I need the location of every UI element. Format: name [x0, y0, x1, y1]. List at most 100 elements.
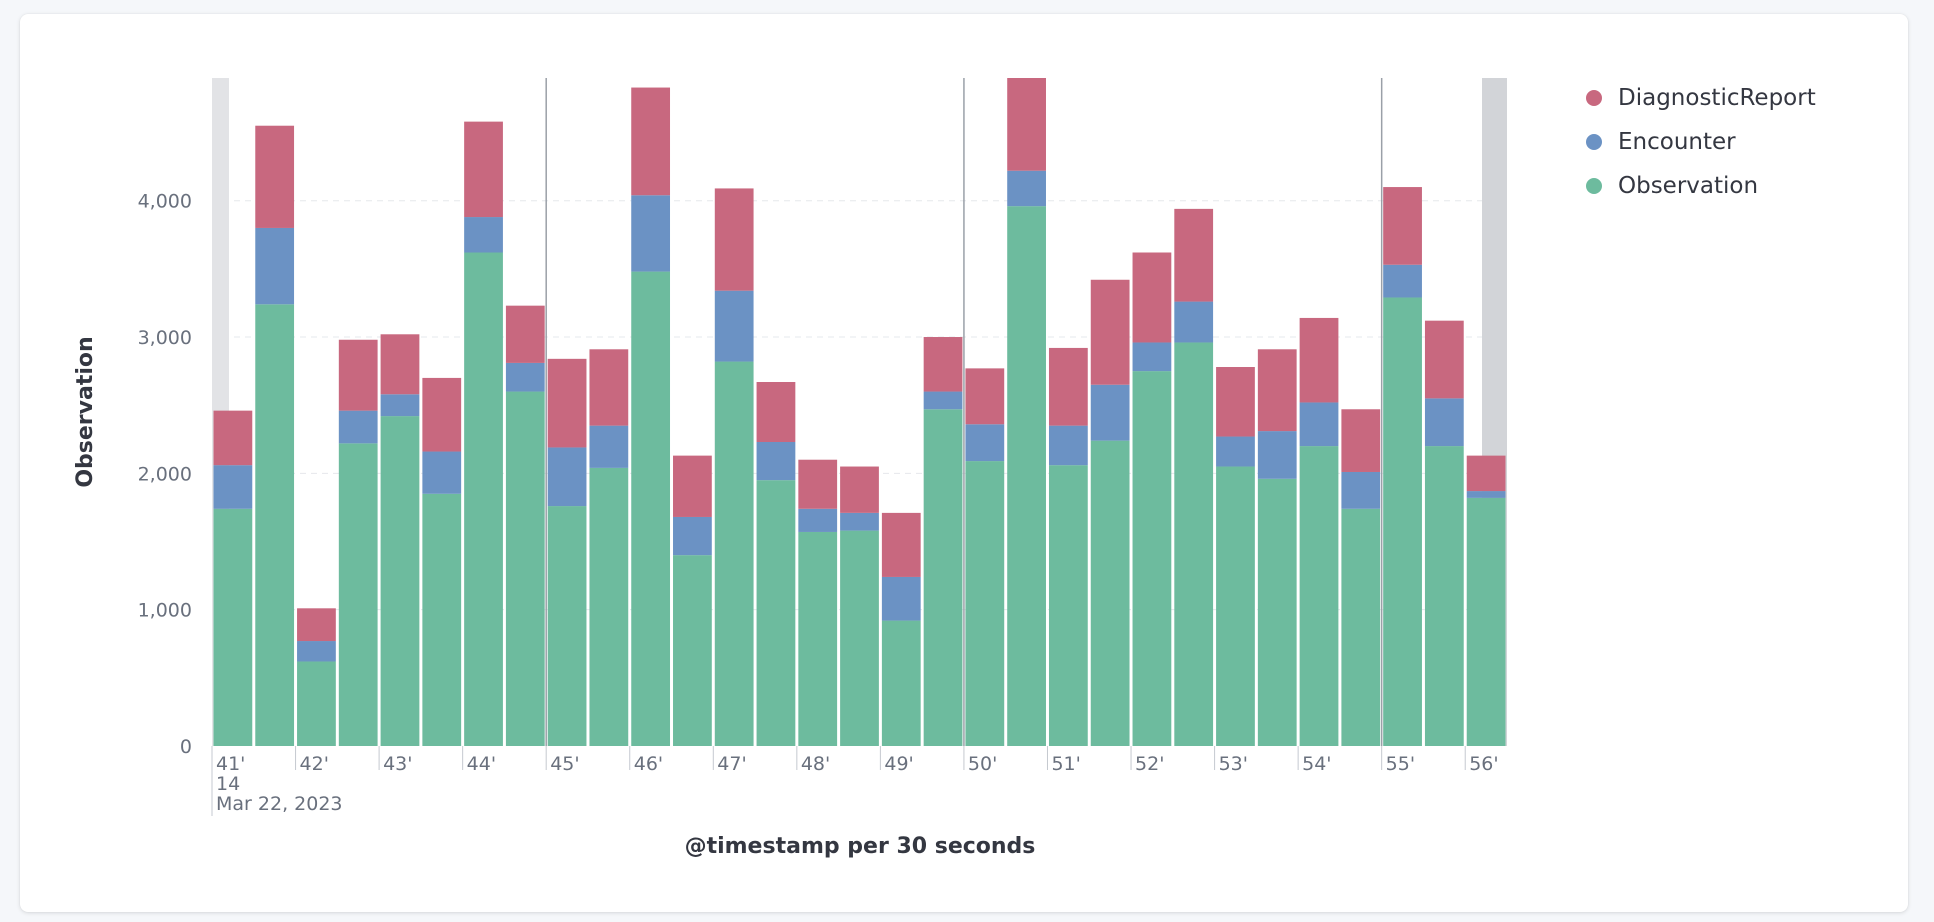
- bar-diagnosticreport[interactable]: [673, 456, 712, 517]
- bar-encounter[interactable]: [1007, 171, 1046, 206]
- bar-diagnosticreport[interactable]: [255, 126, 294, 228]
- bar-diagnosticreport[interactable]: [339, 340, 378, 411]
- bar-encounter[interactable]: [924, 392, 963, 410]
- bar-encounter[interactable]: [631, 195, 670, 271]
- bar-encounter[interactable]: [1467, 491, 1506, 498]
- bar-diagnosticreport[interactable]: [1300, 318, 1339, 403]
- bar-observation[interactable]: [1174, 342, 1213, 746]
- bar-diagnosticreport[interactable]: [1258, 349, 1297, 431]
- bar-observation[interactable]: [840, 531, 879, 746]
- bar-encounter[interactable]: [214, 465, 253, 509]
- bar-observation[interactable]: [798, 532, 837, 746]
- y-tick-label: 4,000: [138, 191, 192, 213]
- bar-observation[interactable]: [924, 409, 963, 746]
- bar-diagnosticreport[interactable]: [840, 467, 879, 513]
- bar-observation[interactable]: [1216, 467, 1255, 746]
- y-tick-label: 2,000: [138, 463, 192, 485]
- bar-encounter[interactable]: [1341, 472, 1380, 509]
- bar-diagnosticreport[interactable]: [631, 88, 670, 196]
- bar-observation[interactable]: [297, 661, 336, 746]
- bar-observation[interactable]: [339, 443, 378, 746]
- legend-item-encounter[interactable]: Encounter: [1586, 120, 1816, 164]
- bar-encounter[interactable]: [715, 291, 754, 362]
- bar-encounter[interactable]: [297, 641, 336, 661]
- bar-diagnosticreport[interactable]: [464, 122, 503, 217]
- bar-encounter[interactable]: [589, 426, 628, 468]
- bar-diagnosticreport[interactable]: [757, 382, 796, 442]
- bar-diagnosticreport[interactable]: [589, 349, 628, 425]
- bar-observation[interactable]: [1007, 206, 1046, 746]
- bar-observation[interactable]: [631, 272, 670, 746]
- bar-observation[interactable]: [548, 506, 587, 746]
- bar-diagnosticreport[interactable]: [715, 188, 754, 290]
- bar-observation[interactable]: [1091, 441, 1130, 746]
- bar-encounter[interactable]: [1425, 398, 1464, 446]
- bar-observation[interactable]: [882, 621, 921, 746]
- bar-observation[interactable]: [1300, 446, 1339, 746]
- bar-diagnosticreport[interactable]: [798, 460, 837, 509]
- bar-diagnosticreport[interactable]: [882, 513, 921, 577]
- bar-encounter[interactable]: [882, 577, 921, 621]
- bar-diagnosticreport[interactable]: [214, 411, 253, 466]
- bar-encounter[interactable]: [506, 363, 545, 392]
- bar-diagnosticreport[interactable]: [381, 334, 420, 394]
- legend-item-diagnosticreport[interactable]: DiagnosticReport: [1586, 76, 1816, 120]
- bar-observation[interactable]: [1049, 465, 1088, 746]
- bar-diagnosticreport[interactable]: [1133, 252, 1172, 342]
- bar-diagnosticreport[interactable]: [924, 337, 963, 392]
- bar-diagnosticreport[interactable]: [1425, 321, 1464, 399]
- bar-encounter[interactable]: [840, 513, 879, 531]
- bar-diagnosticreport[interactable]: [1467, 456, 1506, 491]
- bar-observation[interactable]: [1383, 297, 1422, 746]
- bar-observation[interactable]: [1341, 509, 1380, 746]
- bar-encounter[interactable]: [548, 447, 587, 506]
- bar-observation[interactable]: [506, 392, 545, 746]
- bar-encounter[interactable]: [255, 228, 294, 304]
- bar-encounter[interactable]: [798, 509, 837, 532]
- bar-diagnosticreport[interactable]: [1216, 367, 1255, 437]
- bar-observation[interactable]: [255, 304, 294, 746]
- bar-encounter[interactable]: [1049, 426, 1088, 466]
- bar-diagnosticreport[interactable]: [506, 306, 545, 363]
- bar-encounter[interactable]: [965, 424, 1004, 461]
- bar-diagnosticreport[interactable]: [965, 368, 1004, 424]
- bar-observation[interactable]: [1467, 498, 1506, 746]
- minute-separators: [546, 78, 1381, 746]
- bar-observation[interactable]: [589, 468, 628, 746]
- bar-encounter[interactable]: [381, 394, 420, 416]
- bar-encounter[interactable]: [1258, 431, 1297, 479]
- bar-observation[interactable]: [1258, 479, 1297, 746]
- bar-observation[interactable]: [757, 480, 796, 746]
- bar-diagnosticreport[interactable]: [1341, 409, 1380, 472]
- bar-diagnosticreport[interactable]: [1049, 348, 1088, 426]
- bar-encounter[interactable]: [1216, 437, 1255, 467]
- bar-observation[interactable]: [464, 252, 503, 746]
- bar-diagnosticreport[interactable]: [548, 359, 587, 448]
- bar-diagnosticreport[interactable]: [422, 378, 461, 452]
- bar-observation[interactable]: [715, 362, 754, 746]
- bar-diagnosticreport[interactable]: [1091, 280, 1130, 385]
- bar-diagnosticreport[interactable]: [1007, 78, 1046, 171]
- legend-item-observation[interactable]: Observation: [1586, 164, 1816, 208]
- bar-diagnosticreport[interactable]: [1383, 187, 1422, 265]
- bar-encounter[interactable]: [1133, 342, 1172, 371]
- bar-observation[interactable]: [965, 461, 1004, 746]
- bar-observation[interactable]: [422, 494, 461, 746]
- bar-encounter[interactable]: [757, 442, 796, 480]
- bar-diagnosticreport[interactable]: [297, 608, 336, 641]
- bar-encounter[interactable]: [1383, 265, 1422, 298]
- bar-encounter[interactable]: [1091, 385, 1130, 441]
- bar-observation[interactable]: [1133, 371, 1172, 746]
- bar-observation[interactable]: [214, 509, 253, 746]
- bar-observation[interactable]: [673, 555, 712, 746]
- bar-observation[interactable]: [381, 416, 420, 746]
- bar-encounter[interactable]: [422, 452, 461, 494]
- bar-observation[interactable]: [1425, 446, 1464, 746]
- bar-diagnosticreport[interactable]: [1174, 209, 1213, 302]
- bar-encounter[interactable]: [1174, 302, 1213, 343]
- bar-encounter[interactable]: [673, 517, 712, 555]
- bar-encounter[interactable]: [464, 217, 503, 252]
- bar-encounter[interactable]: [1300, 402, 1339, 446]
- bar-encounter[interactable]: [339, 411, 378, 444]
- legend-swatch-observation: [1586, 178, 1602, 194]
